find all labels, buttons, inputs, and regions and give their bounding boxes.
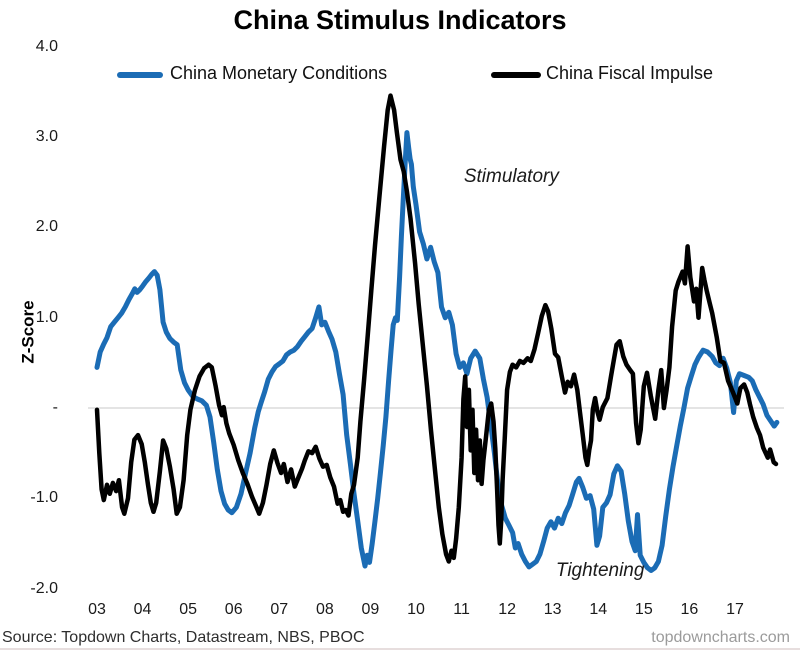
x-tick-label: 04 bbox=[133, 601, 152, 618]
source-text: Source: Topdown Charts, Datastream, NBS,… bbox=[2, 629, 365, 646]
x-tick-label: 03 bbox=[88, 601, 106, 618]
y-tick-label: 2.0 bbox=[35, 218, 58, 236]
monetary-conditions-line bbox=[94, 130, 780, 573]
y-tick-label: 1.0 bbox=[35, 308, 58, 326]
y-tick-label: 4.0 bbox=[35, 37, 58, 55]
y-tick-label: 3.0 bbox=[35, 128, 58, 146]
x-tick-label: 16 bbox=[680, 601, 699, 618]
website-text: topdowncharts.com bbox=[651, 629, 790, 646]
annotation-stimulatory: Stimulatory bbox=[463, 165, 559, 187]
x-tick-label: 12 bbox=[498, 601, 517, 618]
fiscal-impulse-legend-label: China Fiscal Impulse bbox=[546, 63, 714, 83]
y-tick-label: -2.0 bbox=[30, 579, 58, 597]
annotation-tightening: Tightening bbox=[555, 560, 645, 582]
x-tick-label: 13 bbox=[543, 601, 562, 618]
monetary-conditions-legend-swatch bbox=[117, 72, 163, 78]
chart-title: China Stimulus Indicators bbox=[233, 5, 567, 35]
bottom-divider bbox=[0, 648, 800, 650]
y-tick-label: - bbox=[52, 399, 58, 416]
x-tick-label: 07 bbox=[270, 601, 289, 618]
fiscal-impulse-line bbox=[94, 93, 779, 564]
x-tick-label: 17 bbox=[726, 601, 744, 618]
x-tick-label: 09 bbox=[361, 601, 380, 618]
x-tick-label: 11 bbox=[453, 601, 470, 618]
y-tick-label: -1.0 bbox=[30, 489, 58, 507]
x-tick-label: 05 bbox=[179, 601, 198, 618]
x-tick-label: 08 bbox=[315, 601, 334, 618]
x-tick-label: 14 bbox=[589, 601, 608, 618]
fiscal-impulse-legend-swatch bbox=[491, 72, 541, 78]
x-tick-label: 06 bbox=[224, 601, 243, 618]
monetary-conditions-legend-label: China Monetary Conditions bbox=[170, 63, 388, 83]
x-tick-label: 15 bbox=[634, 601, 653, 618]
x-tick-label: 10 bbox=[407, 601, 425, 618]
